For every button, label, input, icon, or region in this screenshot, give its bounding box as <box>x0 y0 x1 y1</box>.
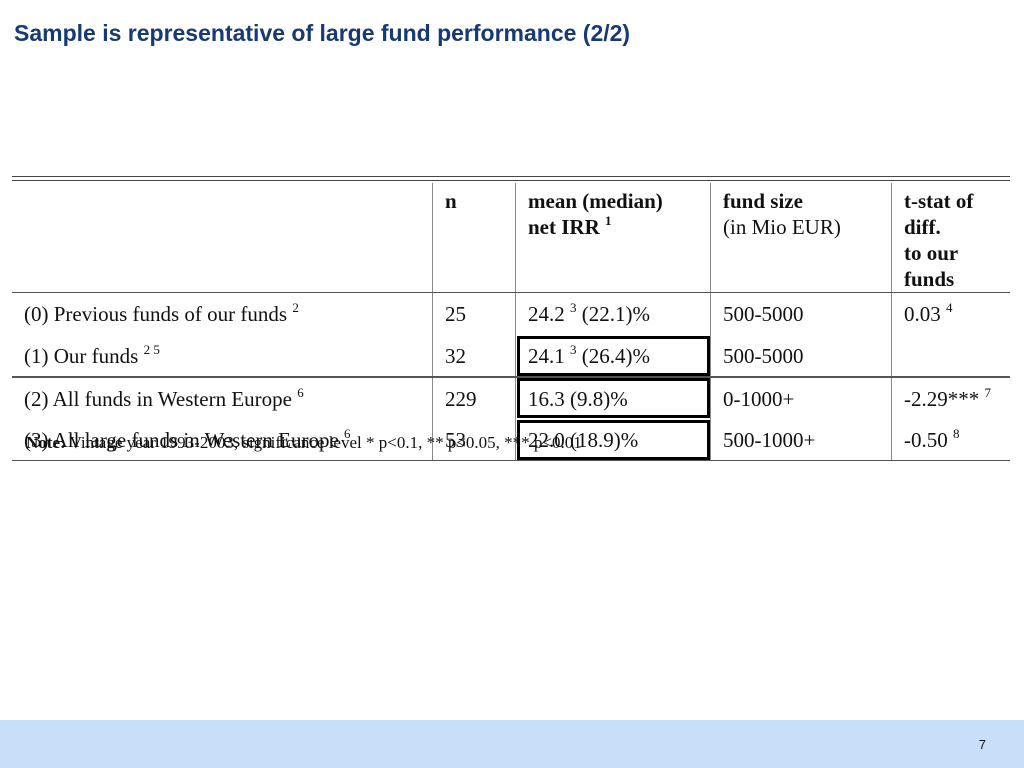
row-tstat <box>891 334 1010 378</box>
header-irr-footnote: 1 <box>605 213 612 228</box>
row-irr-highlighted: 24.1 3 (26.4)% <box>515 334 711 378</box>
row-size: 0-1000+ <box>710 376 892 419</box>
header-n: n <box>432 183 516 293</box>
row-tstat-value: -2.29*** <box>904 386 980 411</box>
row-irr-footnote: 3 <box>570 341 577 357</box>
row-irr-mean: 24.2 <box>528 302 565 326</box>
row-tstat: -0.50 8 <box>891 418 1010 461</box>
header-irr-line2-wrap: net IRR 1 <box>528 214 710 240</box>
row-n: 25 <box>432 292 516 335</box>
table-header-row: n mean (median) net IRR 1 fund size (in … <box>12 183 1010 293</box>
header-size-line2: (in Mio EUR) <box>723 215 841 239</box>
header-tstat-line2: to our funds <box>904 241 958 291</box>
row-tstat-footnote: 7 <box>984 384 992 400</box>
row-label-footnote: 2 5 <box>143 341 160 357</box>
note-label: Note: <box>26 433 66 452</box>
row-label-footnote: 2 <box>292 300 299 315</box>
slide-title: Sample is representative of large fund p… <box>14 20 631 46</box>
row-label: (2) All funds in Western Europe 6 <box>12 377 433 419</box>
row-tstat-footnote: 4 <box>946 300 953 315</box>
note-text: Vintage year 1993-2003, significance lev… <box>69 433 582 452</box>
row-label: (1) Our funds 2 5 <box>12 334 433 378</box>
header-tstat-line1: t-stat of diff. <box>904 189 974 239</box>
row-n: 53 <box>432 418 516 461</box>
row-size: 500-5000 <box>710 334 892 378</box>
row-label: (3) All large funds in Western Europe 6 <box>12 418 433 461</box>
table-row: (0) Previous funds of our funds 2 25 24.… <box>12 292 1010 335</box>
row-irr-mean: 16.3 (9.8)% <box>528 386 628 411</box>
row-label-text: (1) Our funds <box>24 343 139 368</box>
header-irr-line1: mean (median) <box>528 189 663 213</box>
row-label: (0) Previous funds of our funds 2 <box>12 293 433 335</box>
row-size: 500-1000+ <box>710 418 892 461</box>
row-irr-highlighted: 22.0 (18.9)% <box>515 418 711 461</box>
row-irr-median: (26.4)% <box>581 343 650 368</box>
row-irr: 24.2 3 (22.1)% <box>515 292 711 335</box>
results-table: n mean (median) net IRR 1 fund size (in … <box>12 183 1010 461</box>
row-tstat-footnote: 8 <box>953 425 960 441</box>
row-tstat-value: -0.50 <box>904 427 948 452</box>
row-irr-footnote: 3 <box>570 300 577 315</box>
footer-band: 7 <box>0 720 1024 768</box>
row-label-text: (0) Previous funds of our funds <box>24 302 288 326</box>
table-note: Note: Vintage year 1993-2003, significan… <box>26 433 582 453</box>
page-number: 7 <box>978 737 986 752</box>
header-tstat: t-stat of diff. to our funds <box>891 183 1010 293</box>
row-label-footnote: 6 <box>297 384 304 400</box>
table-row: (2) All funds in Western Europe 6 229 16… <box>12 376 1010 419</box>
header-size: fund size (in Mio EUR) <box>710 183 892 293</box>
row-label-footnote: 6 <box>344 425 351 441</box>
row-irr-mean: 24.1 <box>528 343 565 368</box>
row-label-text: (2) All funds in Western Europe <box>24 386 292 411</box>
header-irr-line2: net IRR <box>528 215 600 239</box>
table-top-rule <box>12 176 1010 177</box>
row-tstat: 0.03 4 <box>891 292 1010 335</box>
table-top-rule-double <box>12 180 1010 181</box>
header-n-text: n <box>445 189 457 213</box>
row-size: 500-5000 <box>710 292 892 335</box>
row-tstat-value: 0.03 <box>904 302 941 326</box>
row-tstat: -2.29*** 7 <box>891 376 1010 419</box>
table-row: (3) All large funds in Western Europe 6 … <box>12 418 1010 461</box>
row-irr-mean: 22.0 (18.9)% <box>528 427 639 452</box>
header-size-line1: fund size <box>723 189 803 213</box>
row-irr-median: (22.1)% <box>581 302 650 326</box>
row-label-text: (3) All large funds in Western Europe <box>24 427 339 452</box>
header-irr: mean (median) net IRR 1 <box>515 183 711 293</box>
table-row: (1) Our funds 2 5 32 24.1 3 (26.4)% 500-… <box>12 334 1010 378</box>
row-irr-highlighted: 16.3 (9.8)% <box>515 376 711 419</box>
row-n: 32 <box>432 334 516 378</box>
row-n: 229 <box>432 376 516 419</box>
header-label <box>12 183 433 293</box>
